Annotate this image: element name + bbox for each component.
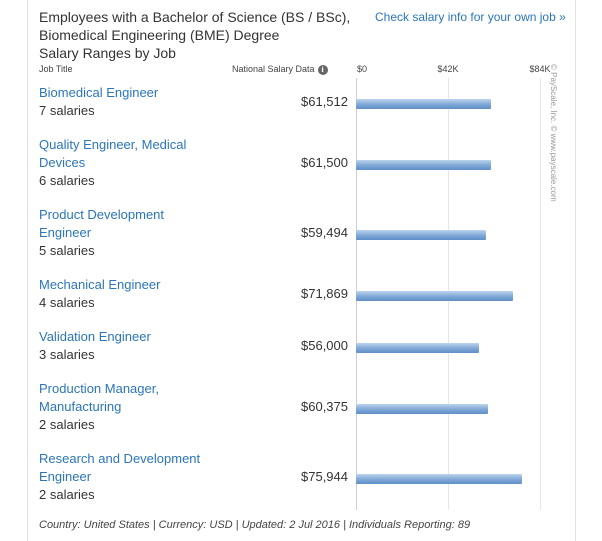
check-salary-link[interactable]: Check salary info for your own job » xyxy=(375,10,566,24)
title-line-3: Salary Ranges by Job xyxy=(39,45,176,61)
job-name-line: Devices xyxy=(39,155,86,170)
gridline xyxy=(540,78,541,510)
info-icon[interactable]: i xyxy=(317,64,328,75)
job-name-link[interactable]: Product Development Engineer xyxy=(39,206,219,242)
job-name-line: Research and Development xyxy=(39,451,201,466)
national-salary-header: National Salary Data i xyxy=(232,64,328,75)
salary-count: 2 salaries xyxy=(39,487,95,502)
job-name-line: Engineer xyxy=(39,469,92,484)
job-name-link[interactable]: Mechanical Engineer xyxy=(39,276,219,294)
job-name-line: Manufacturing xyxy=(39,399,122,414)
job-name-line: Biomedical Engineer xyxy=(39,85,159,100)
salary-amount: $61,500 xyxy=(301,155,348,170)
salary-count: 3 salaries xyxy=(39,347,95,362)
x-tick-label: $0 xyxy=(356,64,368,74)
job-name-line: Validation Engineer xyxy=(39,329,151,344)
salary-count: 7 salaries xyxy=(39,103,95,118)
salary-bar[interactable] xyxy=(356,343,479,353)
job-name-line: Mechanical Engineer xyxy=(39,277,161,292)
salary-bar[interactable] xyxy=(356,291,513,301)
salary-amount: $75,944 xyxy=(301,469,348,484)
x-tick-label: $42K xyxy=(437,64,459,74)
job-name-line: Quality Engineer, Medical xyxy=(39,137,187,152)
title-line-2: Biomedical Engineering (BME) Degree xyxy=(39,27,280,43)
salary-amount: $59,494 xyxy=(301,225,348,240)
salary-amount: $71,869 xyxy=(301,286,348,301)
salary-count: 5 salaries xyxy=(39,243,95,258)
salary-bar[interactable] xyxy=(356,160,491,170)
chart-title: Employees with a Bachelor of Science (BS… xyxy=(39,8,359,62)
salary-bar[interactable] xyxy=(356,474,522,484)
copyright-watermark: © PayScale, Inc. © www.payscale.com xyxy=(549,64,558,202)
job-name-line: Product Development xyxy=(39,207,165,222)
title-line-1: Employees with a Bachelor of Science (BS… xyxy=(39,9,351,25)
job-name-line: Production Manager, xyxy=(39,381,159,396)
job-name-link[interactable]: Research and Development Engineer xyxy=(39,450,219,486)
salary-bar[interactable] xyxy=(356,99,491,109)
job-name-link[interactable]: Quality Engineer, Medical Devices xyxy=(39,136,219,172)
chart-frame xyxy=(27,0,576,541)
salary-bar[interactable] xyxy=(356,404,488,414)
footer-info: Country: United States | Currency: USD |… xyxy=(39,519,471,531)
salary-count: 2 salaries xyxy=(39,417,95,432)
salary-count: 4 salaries xyxy=(39,295,95,310)
salary-amount: $56,000 xyxy=(301,338,348,353)
job-name-link[interactable]: Validation Engineer xyxy=(39,328,219,346)
job-name-link[interactable]: Biomedical Engineer xyxy=(39,84,219,102)
salary-count: 6 salaries xyxy=(39,173,95,188)
job-name-link[interactable]: Production Manager, Manufacturing xyxy=(39,380,219,416)
x-tick-label: $84K xyxy=(529,64,551,74)
national-salary-label: National Salary Data xyxy=(232,64,315,74)
job-title-header: Job Title xyxy=(39,64,73,74)
salary-amount: $61,512 xyxy=(301,94,348,109)
job-name-line: Engineer xyxy=(39,225,92,240)
salary-bar[interactable] xyxy=(356,230,486,240)
salary-amount: $60,375 xyxy=(301,399,348,414)
